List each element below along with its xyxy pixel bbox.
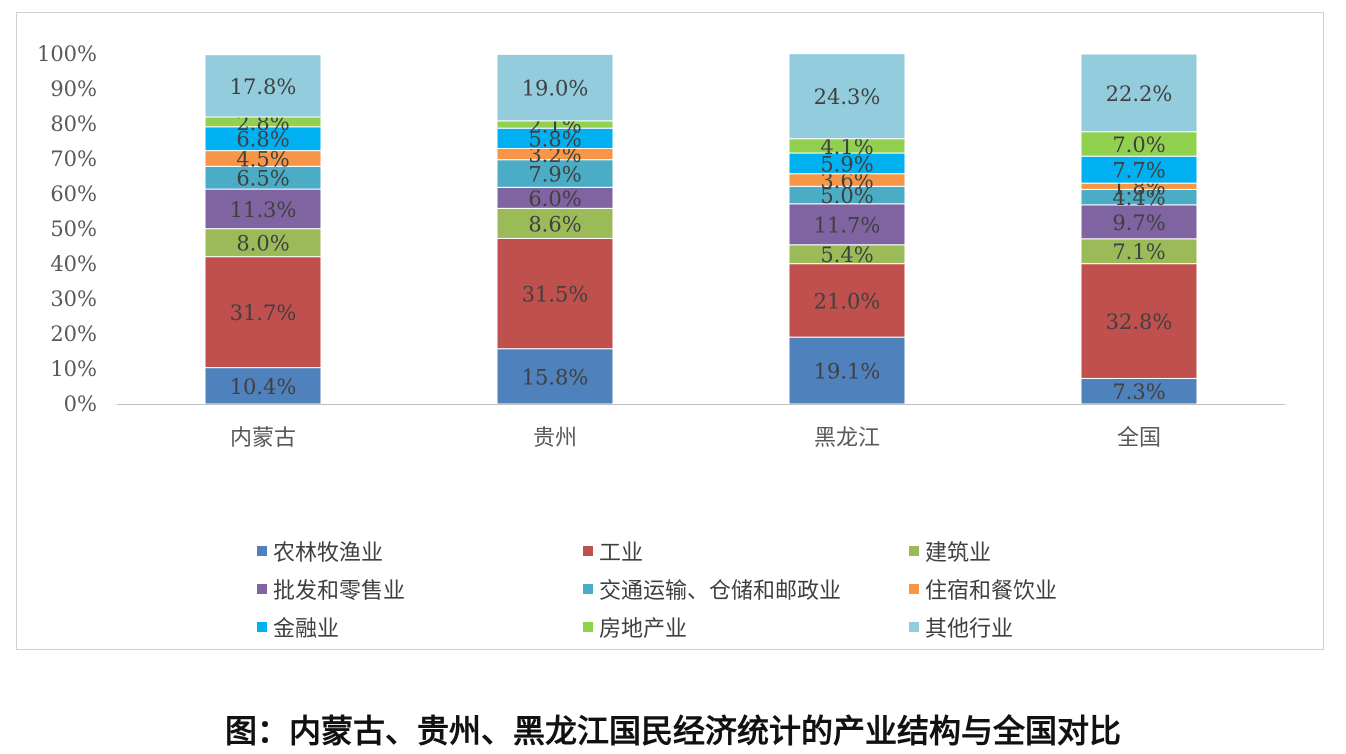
bar-segment (1080, 204, 1198, 240)
legend-swatch (583, 584, 593, 594)
data-label: 9.7% (1112, 211, 1165, 235)
y-tick-label: 50% (50, 217, 97, 241)
data-label: 10.4% (230, 375, 297, 399)
figure-caption: 图：内蒙古、贵州、黑龙江国民经济统计的产业结构与全国对比 (224, 712, 1121, 750)
legend-item: 其他行业 (909, 613, 1209, 642)
bar-segment (204, 54, 322, 118)
legend-label: 金融业 (273, 617, 340, 642)
legend-label: 交通运输、仓储和邮政业 (599, 579, 842, 604)
legend-label: 工业 (599, 541, 644, 566)
data-label: 11.3% (230, 198, 297, 222)
bar-segment (788, 53, 906, 140)
data-label: 32.8% (1106, 310, 1173, 334)
legend-item: 工业 (583, 537, 909, 566)
y-tick-label: 30% (50, 287, 97, 311)
x-tick-label: 内蒙古 (230, 426, 296, 451)
data-label: 6.5% (236, 167, 289, 191)
y-tick-label: 100% (37, 42, 97, 66)
x-tick-label: 黑龙江 (814, 426, 880, 451)
y-tick-label: 20% (50, 322, 97, 346)
legend-swatch (257, 622, 267, 632)
bar-segment (788, 203, 906, 246)
data-label: 5.0% (820, 184, 873, 208)
data-label: 19.1% (814, 360, 881, 384)
legend-swatch (583, 546, 593, 556)
legend-swatch (583, 622, 593, 632)
legend-item: 批发和零售业 (257, 575, 583, 604)
y-tick-label: 90% (50, 77, 97, 101)
data-label: 7.3% (1112, 380, 1165, 404)
data-label: 19.0% (522, 77, 589, 101)
bar-segment (496, 207, 614, 239)
data-label: 11.7% (814, 213, 881, 237)
legend-item: 建筑业 (909, 537, 1209, 566)
bar-segment (1080, 377, 1198, 405)
legend-swatch (257, 584, 267, 594)
y-tick-label: 80% (50, 112, 97, 136)
data-label: 7.1% (1112, 240, 1165, 264)
data-label: 4.4% (1112, 186, 1165, 210)
y-tick-label: 0% (64, 392, 97, 416)
legend-swatch (257, 546, 267, 556)
data-label: 31.7% (230, 301, 297, 325)
bar-segment (204, 228, 322, 258)
legend-item: 交通运输、仓储和邮政业 (583, 575, 909, 604)
chart-legend: 农林牧渔业 工业 建筑业批发和零售业 交通运输、仓储和邮政业 住宿和餐饮业金融业 房地产业… (257, 537, 1217, 642)
bar-segment (1080, 238, 1198, 265)
y-tick-label: 40% (50, 252, 97, 276)
legend-label: 建筑业 (925, 541, 992, 566)
legend-label: 批发和零售业 (273, 579, 406, 604)
legend-item: 住宿和餐饮业 (909, 575, 1209, 604)
data-label: 15.8% (522, 365, 589, 389)
data-label: 22.2% (1106, 82, 1173, 106)
chart-frame: 0% 10% 20% 30% 40% 50% 60% 70% 80% 90% 100% 10.4% 31… (16, 12, 1324, 650)
bar-segment (496, 159, 614, 188)
data-label: 4.5% (236, 147, 289, 171)
bar-segment (788, 263, 906, 338)
legend-swatch (909, 546, 919, 556)
bar-segment (496, 237, 614, 350)
data-label: 8.0% (236, 232, 289, 256)
legend-item: 房地产业 (583, 613, 909, 642)
data-label: 7.9% (528, 163, 581, 187)
legend-label: 房地产业 (599, 617, 688, 642)
bar-segment (1080, 53, 1198, 133)
legend-swatch (909, 622, 919, 632)
data-label: 5.9% (820, 152, 873, 176)
data-label: 24.3% (814, 85, 881, 109)
stacked-bar-chart: 0% 10% 20% 30% 40% 50% 60% 70% 80% 90% 100% 10.4% 31… (37, 42, 1285, 451)
data-label: 5.8% (528, 127, 581, 151)
bar-segment (496, 53, 614, 122)
bar-segment (204, 367, 322, 405)
data-label: 6.8% (236, 128, 289, 152)
data-label: 7.0% (1112, 133, 1165, 157)
bar-segment (496, 348, 614, 405)
data-label: 31.5% (522, 283, 589, 307)
data-label: 6.0% (528, 187, 581, 211)
legend-label: 农林牧渔业 (273, 541, 384, 566)
bar-segment (204, 256, 322, 369)
legend-label: 住宿和餐饮业 (925, 579, 1058, 604)
y-tick-label: 70% (50, 147, 97, 171)
legend-label: 其他行业 (925, 617, 1014, 642)
y-tick-label: 60% (50, 182, 97, 206)
data-label: 7.7% (1112, 159, 1165, 183)
legend-item: 金融业 (257, 613, 583, 642)
data-label: 8.6% (528, 212, 581, 236)
legend-swatch (909, 584, 919, 594)
data-label: 5.4% (820, 243, 873, 267)
x-tick-label: 贵州 (533, 426, 577, 451)
legend-item: 农林牧渔业 (257, 537, 583, 566)
x-tick-label: 全国 (1117, 426, 1161, 451)
data-label: 21.0% (814, 289, 881, 313)
y-tick-label: 10% (50, 357, 97, 381)
bar-segment (204, 188, 322, 230)
data-label: 17.8% (230, 75, 297, 99)
